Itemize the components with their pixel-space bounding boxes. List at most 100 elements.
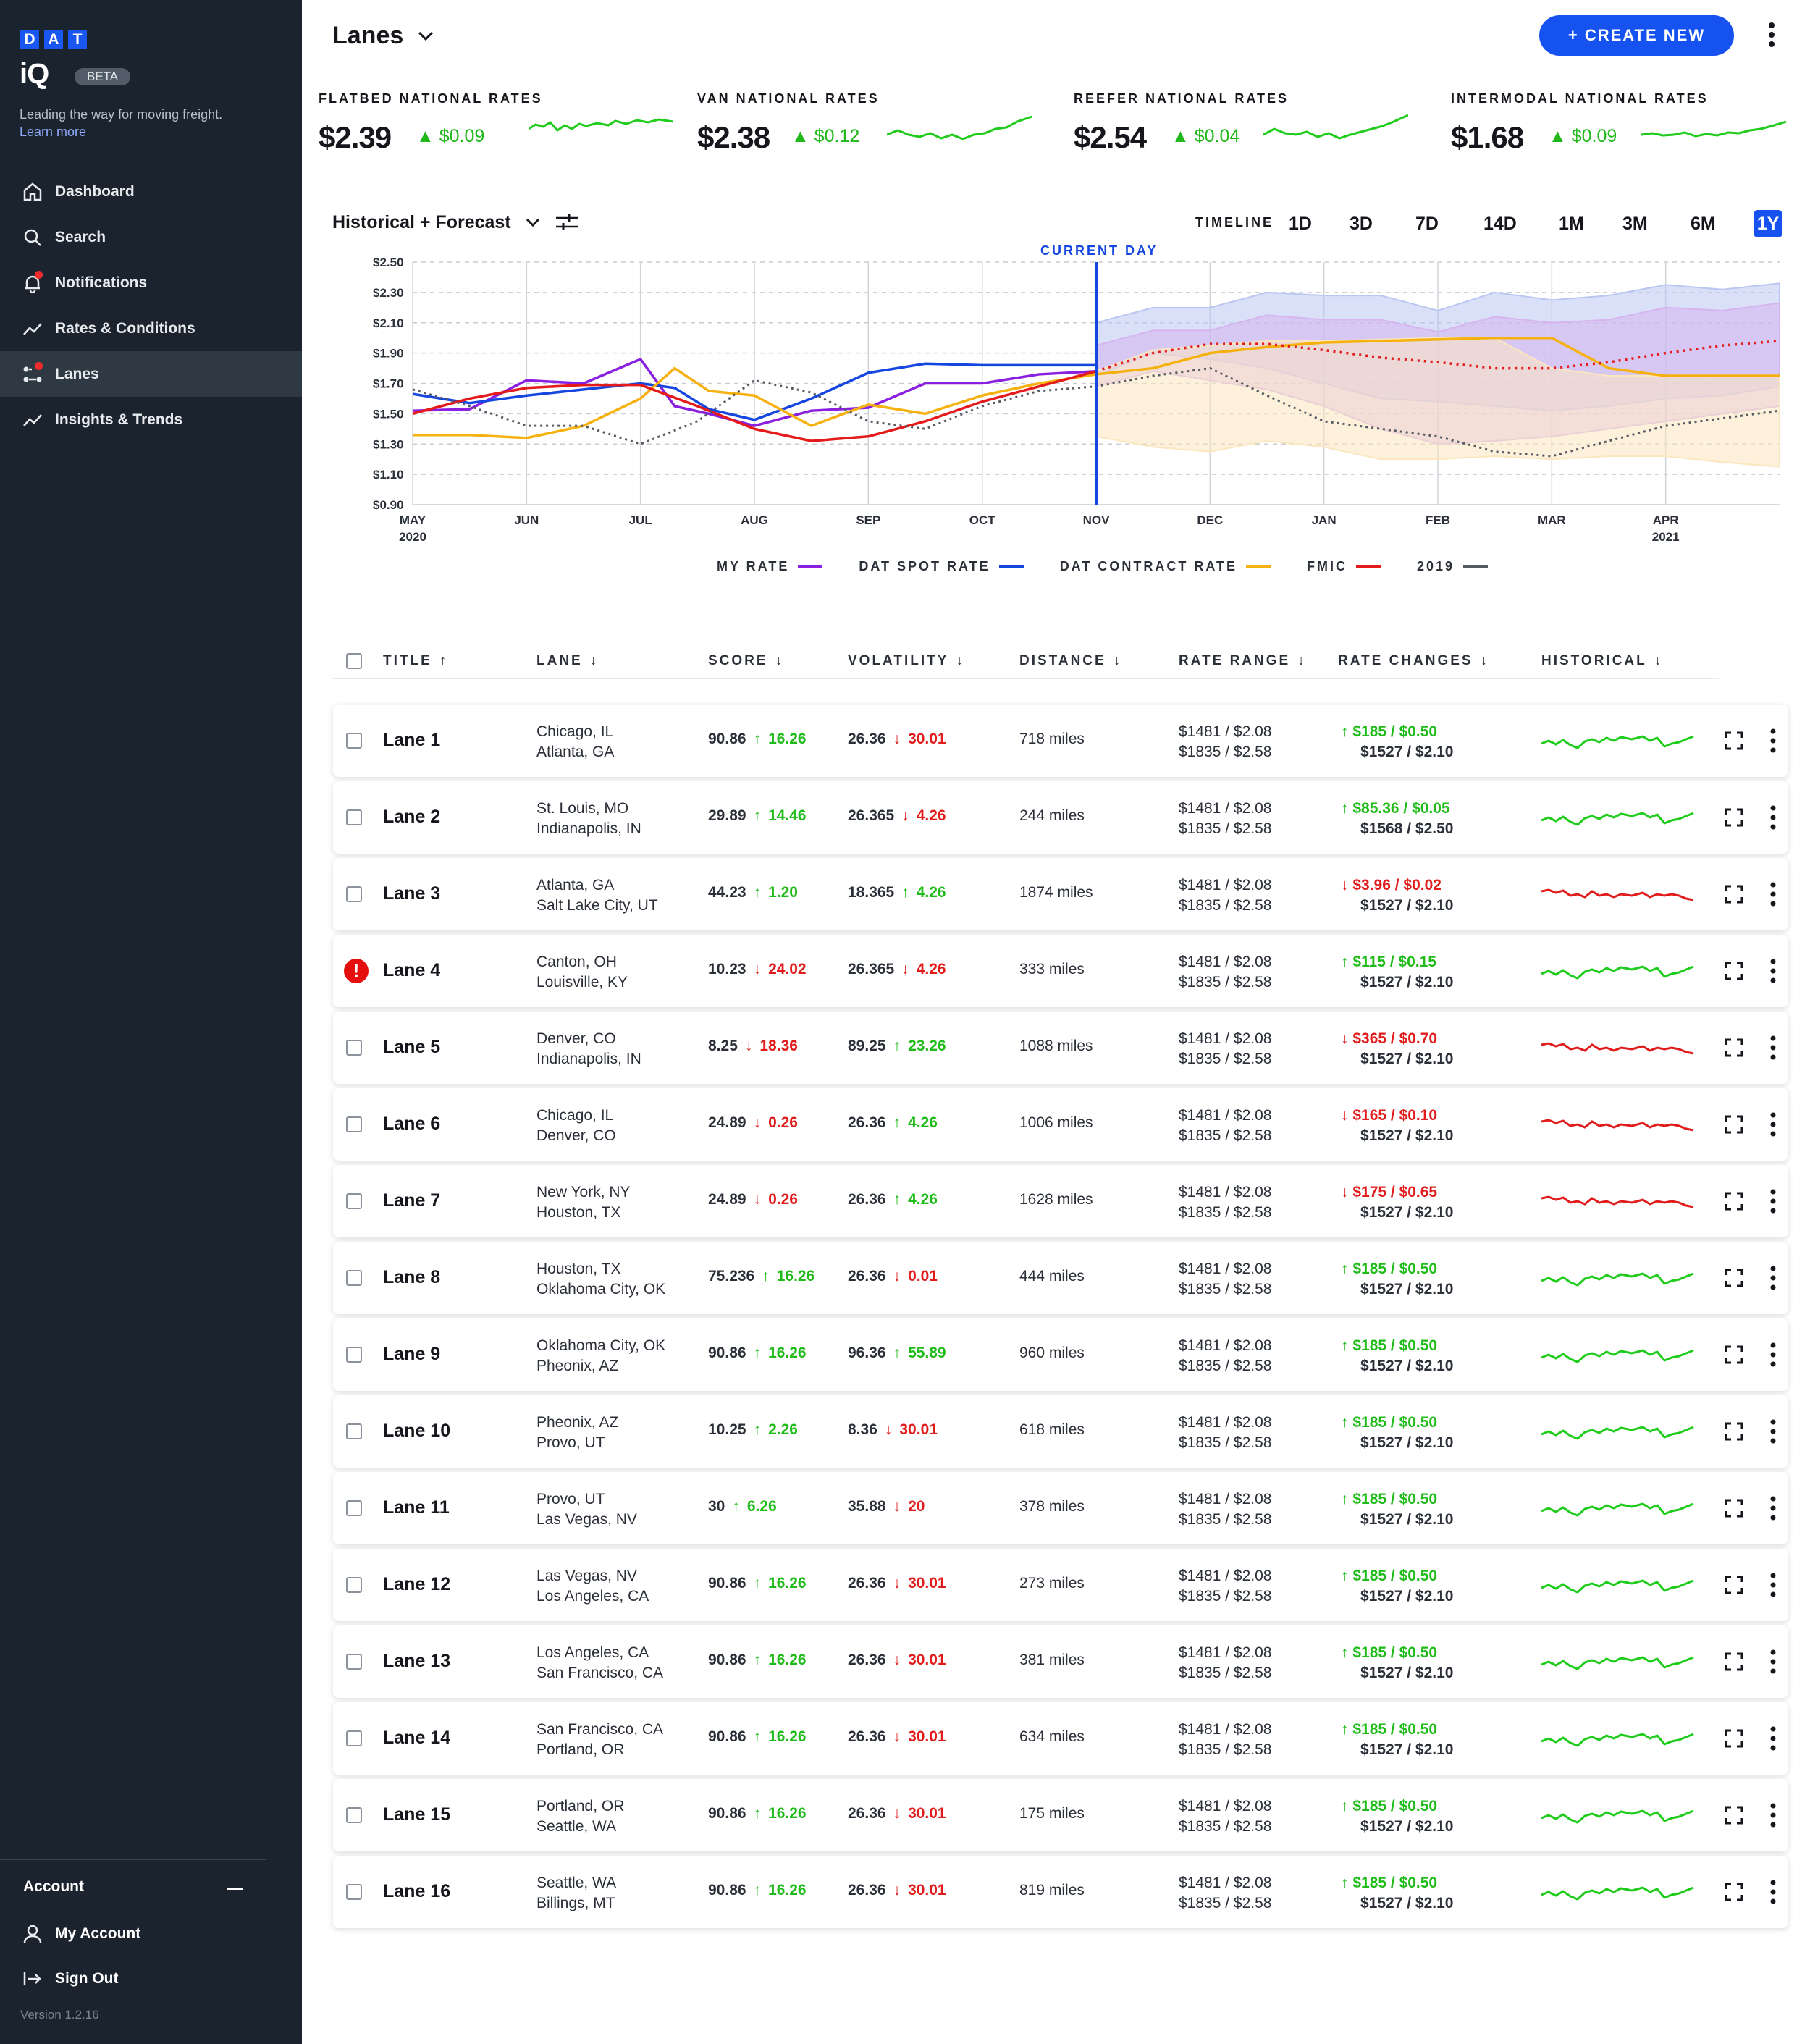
sidebar-item-search[interactable]: Search: [0, 214, 302, 260]
filter-sliders-icon[interactable]: [555, 211, 579, 233]
rates-chart[interactable]: $2.50 $2.30 $2.10 $1.90 $1.70 $1.50 $1.30 $1.10…: [302, 239, 1786, 558]
sidebar-item-dashboard[interactable]: Dashboard: [0, 169, 302, 214]
lane-title[interactable]: Lane 16: [383, 1881, 451, 1901]
sidebar-item-insights-trends[interactable]: Insights & Trends: [0, 397, 302, 442]
expand-icon[interactable]: [1725, 1576, 1743, 1594]
row-checkbox[interactable]: [346, 1347, 362, 1367]
legend-my-rate[interactable]: MY RATE: [717, 559, 823, 574]
sign-out-link[interactable]: Sign Out: [22, 1968, 119, 1990]
row-more-options-icon[interactable]: [1770, 1880, 1776, 1904]
lane-title[interactable]: Lane 8: [383, 1267, 441, 1287]
row-more-options-icon[interactable]: [1770, 1035, 1776, 1060]
table-row[interactable]: Lane 2 St. Louis, MO Indianapolis, IN 29.89…: [333, 781, 1788, 854]
row-checkbox[interactable]: [346, 1270, 362, 1290]
table-row[interactable]: ! Lane 4 Canton, OH Louisville, KY 10.23 ↓ 24.…: [333, 935, 1788, 1007]
expand-icon[interactable]: [1725, 1729, 1743, 1748]
table-row[interactable]: Lane 7 New York, NY Houston, TX 24.89 ↓ 0.26 2…: [333, 1165, 1788, 1237]
lane-title[interactable]: Lane 5: [383, 1037, 441, 1057]
table-row[interactable]: Lane 15 Portland, OR Seattle, WA 90.86 ↑ 16.2…: [333, 1779, 1788, 1851]
column-header-volatility[interactable]: VOLATILITY ↓: [848, 653, 965, 669]
timeline-1y[interactable]: 1Y: [1754, 210, 1782, 237]
row-checkbox[interactable]: [346, 1116, 362, 1137]
timeline-3m[interactable]: 3M: [1622, 214, 1648, 234]
timeline-1m[interactable]: 1M: [1559, 214, 1584, 234]
collapse-account-icon[interactable]: [227, 1888, 243, 1890]
row-checkbox[interactable]: [346, 1807, 362, 1828]
column-header-distance[interactable]: DISTANCE ↓: [1019, 653, 1122, 669]
sidebar-item-rates-conditions[interactable]: Rates & Conditions: [0, 306, 302, 351]
lane-title[interactable]: Lane 2: [383, 807, 441, 827]
expand-icon[interactable]: [1725, 808, 1743, 827]
table-row[interactable]: Lane 8 Houston, TX Oklahoma City, OK 75.236…: [333, 1242, 1788, 1314]
column-header-title[interactable]: TITLE ↑: [383, 653, 448, 669]
create-new-button[interactable]: + CREATE NEW: [1539, 15, 1734, 56]
row-more-options-icon[interactable]: [1770, 1803, 1776, 1828]
expand-icon[interactable]: [1725, 1269, 1743, 1287]
lane-title[interactable]: Lane 14: [383, 1728, 451, 1748]
table-row[interactable]: Lane 3 Atlanta, GA Salt Lake City, UT 44.23…: [333, 858, 1788, 930]
row-checkbox[interactable]: [346, 1654, 362, 1674]
lane-title[interactable]: Lane 3: [383, 883, 441, 904]
my-account-link[interactable]: My Account: [22, 1923, 140, 1945]
select-all-checkbox[interactable]: [346, 653, 362, 669]
row-checkbox[interactable]: [346, 809, 362, 830]
table-row[interactable]: Lane 1 Chicago, IL Atlanta, GA 90.86 ↑ 16.26 2…: [333, 705, 1788, 777]
table-row[interactable]: Lane 6 Chicago, IL Denver, CO 24.89 ↓ 0.26 26.…: [333, 1088, 1788, 1161]
row-checkbox[interactable]: [346, 1730, 362, 1751]
row-checkbox[interactable]: [346, 1193, 362, 1214]
table-row[interactable]: Lane 16 Seattle, WA Billings, MT 90.86 ↑ 16.2…: [333, 1856, 1788, 1928]
row-checkbox[interactable]: [346, 733, 362, 753]
sidebar-item-lanes[interactable]: Lanes: [0, 351, 302, 397]
expand-icon[interactable]: [1725, 1422, 1743, 1441]
timeline-14d[interactable]: 14D: [1483, 214, 1517, 234]
row-checkbox[interactable]: [346, 1423, 362, 1444]
table-row[interactable]: Lane 13 Los Angeles, CA San Francisco, CA 9…: [333, 1625, 1788, 1698]
table-row[interactable]: Lane 14 San Francisco, CA Portland, OR 90.8…: [333, 1702, 1788, 1775]
legend-dat-spot-rate[interactable]: DAT SPOT RATE: [859, 559, 1024, 574]
lane-title[interactable]: Lane 15: [383, 1804, 451, 1825]
row-more-options-icon[interactable]: [1770, 882, 1776, 907]
legend-fmic[interactable]: FMIC: [1307, 559, 1381, 574]
lane-title[interactable]: Lane 13: [383, 1651, 451, 1671]
expand-icon[interactable]: [1725, 731, 1743, 750]
expand-icon[interactable]: [1725, 1499, 1743, 1518]
row-more-options-icon[interactable]: [1770, 1496, 1776, 1521]
column-header-rate-changes[interactable]: RATE CHANGES ↓: [1338, 653, 1489, 669]
lane-title[interactable]: Lane 12: [383, 1574, 451, 1594]
row-checkbox[interactable]: [346, 1500, 362, 1521]
expand-icon[interactable]: [1725, 1192, 1743, 1211]
lane-title[interactable]: Lane 9: [383, 1344, 441, 1364]
sidebar-item-notifications[interactable]: Notifications: [0, 260, 302, 306]
table-row[interactable]: Lane 10 Pheonix, AZ Provo, UT 10.25 ↑ 2.26 8.3…: [333, 1395, 1788, 1468]
table-row[interactable]: Lane 11 Provo, UT Las Vegas, NV 30 ↑ 6.26 35.8…: [333, 1472, 1788, 1544]
alert-icon[interactable]: !: [344, 959, 369, 983]
flatbed-rate-card[interactable]: FLATBED NATIONAL RATES $2.39 ▲ $0.09: [319, 91, 681, 154]
row-more-options-icon[interactable]: [1770, 1266, 1776, 1290]
column-header-rate-range[interactable]: RATE RANGE ↓: [1179, 653, 1307, 669]
row-checkbox[interactable]: [346, 1577, 362, 1597]
row-more-options-icon[interactable]: [1770, 1112, 1776, 1137]
lane-title[interactable]: Lane 11: [383, 1497, 450, 1518]
table-row[interactable]: Lane 5 Denver, CO Indianapolis, IN 8.25 ↓ 18.…: [333, 1012, 1788, 1084]
row-more-options-icon[interactable]: [1770, 1726, 1776, 1751]
van-rate-card[interactable]: VAN NATIONAL RATES $2.38 ▲ $0.12: [697, 91, 1059, 154]
expand-icon[interactable]: [1725, 1345, 1743, 1364]
lane-title[interactable]: Lane 1: [383, 730, 441, 750]
timeline-3d[interactable]: 3D: [1350, 214, 1373, 234]
row-checkbox[interactable]: [346, 1884, 362, 1904]
intermodal-rate-card[interactable]: INTERMODAL NATIONAL RATES $1.68 ▲ $0.09: [1451, 91, 1810, 154]
timeline-1d[interactable]: 1D: [1289, 214, 1312, 234]
more-options-icon[interactable]: [1768, 22, 1775, 48]
lane-title[interactable]: Lane 10: [383, 1421, 451, 1441]
column-header-historical[interactable]: HISTORICAL ↓: [1541, 653, 1663, 669]
row-more-options-icon[interactable]: [1770, 728, 1776, 753]
legend-dat-contract-rate[interactable]: DAT CONTRACT RATE: [1060, 559, 1271, 574]
expand-icon[interactable]: [1725, 962, 1743, 980]
lane-title[interactable]: Lane 6: [383, 1114, 441, 1134]
row-checkbox[interactable]: [346, 1040, 362, 1060]
column-header-lane[interactable]: LANE ↓: [536, 653, 599, 669]
row-more-options-icon[interactable]: [1770, 1573, 1776, 1597]
expand-icon[interactable]: [1725, 1806, 1743, 1825]
table-row[interactable]: Lane 12 Las Vegas, NV Los Angeles, CA 90.86…: [333, 1549, 1788, 1621]
expand-icon[interactable]: [1725, 1115, 1743, 1134]
